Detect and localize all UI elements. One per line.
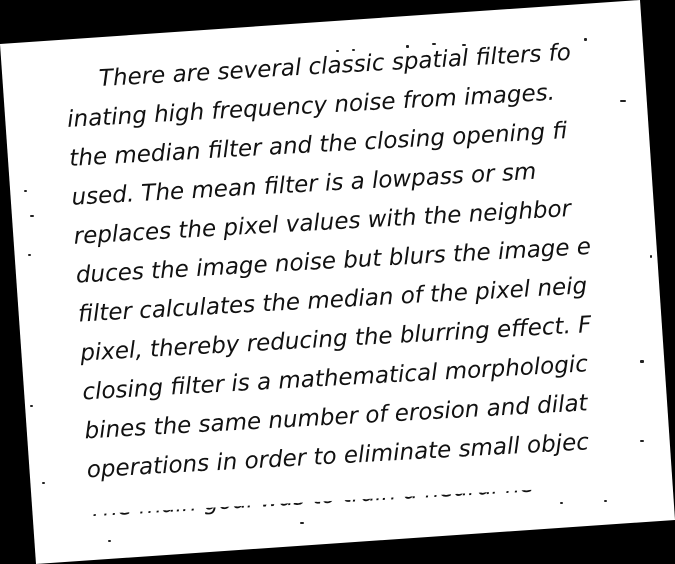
noise-speck: [640, 440, 644, 442]
noise-speck: [300, 522, 304, 524]
noise-speck: [640, 360, 644, 363]
noise-speck: [30, 215, 34, 217]
noise-speck: [406, 45, 409, 48]
noise-speck: [28, 254, 31, 256]
document-text: There are several classic spatial filter…: [64, 30, 659, 529]
noise-speck: [462, 44, 466, 46]
noise-speck: [650, 255, 652, 258]
noise-speck: [108, 540, 111, 542]
noise-speck: [30, 405, 33, 407]
noise-speck: [42, 482, 45, 484]
noise-speck: [620, 100, 626, 102]
noise-speck: [604, 500, 607, 502]
noise-speck: [584, 38, 587, 41]
noise-speck: [24, 190, 27, 192]
noise-speck: [336, 50, 339, 52]
noise-speck: [352, 49, 355, 51]
noise-speck: [560, 502, 563, 504]
noise-speck: [432, 43, 436, 45]
